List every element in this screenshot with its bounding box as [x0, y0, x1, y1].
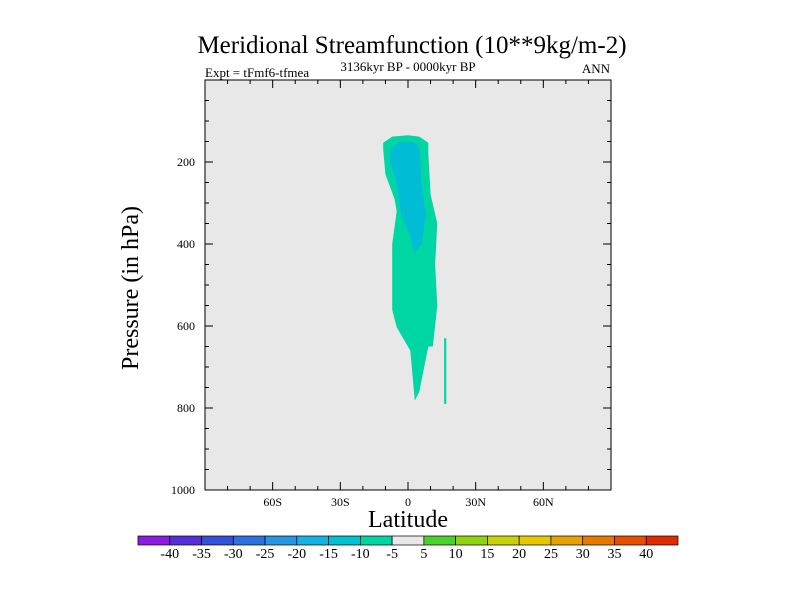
colorbar-label: -15	[319, 547, 338, 562]
y-tick-label: 600	[177, 319, 195, 333]
y-axis-label: Pressure (in hPa)	[118, 206, 144, 370]
colorbar-box	[137, 535, 171, 546]
y-tick-label: 200	[177, 155, 195, 169]
right-string: ANN	[582, 61, 611, 76]
colorbar-box	[582, 535, 615, 546]
colorbar-label: 20	[512, 547, 526, 562]
x-tick-label: 60N	[533, 495, 554, 509]
colorbar-label: 35	[607, 547, 621, 562]
colorbar-box	[518, 535, 552, 546]
colorbar-label: 15	[480, 547, 494, 562]
axis-ticks: 60S 30S 0 30N 60N 200 400 600 800 1000	[171, 80, 612, 509]
chart-title: Meridional Streamfunction (10**9kg/m-2)	[197, 32, 626, 59]
colorbar-box	[391, 535, 425, 546]
y-tick-label: 400	[177, 237, 195, 251]
colorbar-box	[169, 535, 202, 546]
colorbar-label: -30	[224, 547, 243, 562]
colorbar-label: 30	[576, 547, 590, 562]
contour-region-2	[444, 338, 447, 404]
contour-region-1	[390, 141, 426, 253]
colorbar-label: -35	[192, 547, 211, 562]
x-tick-label: 60S	[263, 495, 282, 509]
x-tick-label: 30S	[331, 495, 350, 509]
x-tick-label: 30N	[465, 495, 486, 509]
colorbar-label: -25	[256, 547, 275, 562]
colorbar-box	[455, 535, 488, 546]
colorbar-box	[360, 535, 393, 546]
y-tick-label: 800	[177, 401, 195, 415]
colorbar-box	[296, 535, 329, 546]
x-axis-label: Latitude	[368, 507, 448, 533]
colorbar-box	[487, 535, 520, 546]
colorbar-box	[201, 535, 234, 546]
colorbar-label: -20	[287, 547, 306, 562]
colorbar-box	[423, 535, 456, 546]
colorbar-label: 40	[639, 547, 653, 562]
x-tick-label: 0	[405, 495, 411, 509]
left-string: Expt = tFmf6-tfmea	[205, 65, 309, 80]
colorbar-label: 10	[449, 547, 463, 562]
colorbar: -40 -35 -30 -25 -20 -15 -10 -5 5 10 15 20 25 30 35 40	[137, 535, 679, 562]
colorbar-label: -5	[386, 547, 398, 562]
colorbar-box	[614, 535, 647, 546]
colorbar-box	[232, 535, 266, 546]
colorbar-box	[550, 535, 584, 546]
colorbar-label: -40	[160, 547, 179, 562]
y-tick-label: 1000	[171, 483, 195, 497]
colorbar-box	[645, 535, 679, 546]
colorbar-label: -10	[351, 547, 370, 562]
colorbar-box	[328, 535, 361, 546]
colorbar-label: 5	[420, 547, 427, 562]
center-string: 3136kyr BP - 0000kyr BP	[340, 59, 475, 74]
colorbar-box	[264, 535, 298, 546]
colorbar-label: 25	[544, 547, 558, 562]
contour-fills	[383, 135, 447, 404]
